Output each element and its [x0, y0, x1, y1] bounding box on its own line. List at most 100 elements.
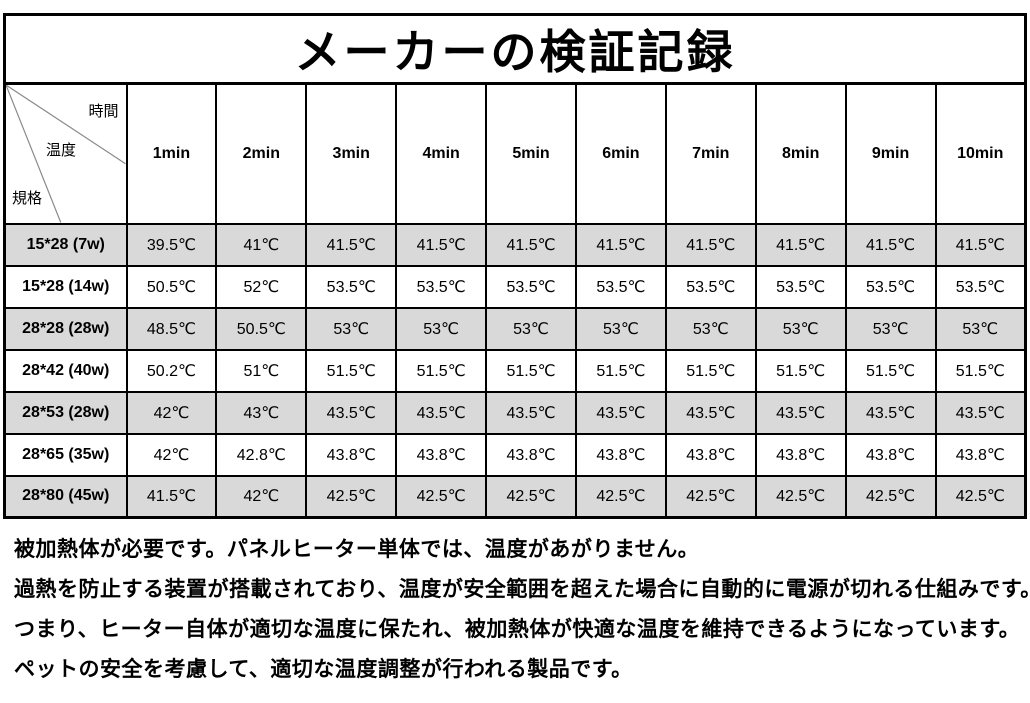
temperature-cell: 41.5℃	[395, 222, 488, 267]
note-line-4: ペットの安全を考慮して、適切な温度調整が行われる製品です。	[14, 658, 633, 681]
temperature-cell: 41.5℃	[125, 474, 218, 519]
corner-header-cell: 時間 温度 規格	[3, 82, 128, 225]
temperature-cell: 50.5℃	[125, 264, 218, 309]
note-line-2: 過熱を防止する装置が搭載されており、温度が安全範囲を超えた場合に自動的に電源が切…	[14, 578, 1030, 601]
temperature-cell: 42.5℃	[485, 474, 577, 519]
row-spec-label: 28*42 (40w)	[3, 348, 128, 393]
column-header-7min: 7min	[664, 82, 757, 225]
notes-block: 被加熱体が必要です。パネルヒーター単体では、温度があがりません。 過熱を防止する…	[14, 530, 1030, 690]
temperature-cell: 53℃	[934, 306, 1027, 351]
temperature-cell: 41.5℃	[574, 222, 667, 267]
temperature-cell: 43.5℃	[664, 390, 757, 435]
page-title: メーカーの検証記録	[3, 13, 1027, 85]
corner-label-spec: 規格	[12, 189, 43, 207]
column-header-10min: 10min	[934, 82, 1027, 225]
table-row: 28*28 (28w) 48.5℃ 50.5℃ 53℃ 53℃ 53℃ 53℃ 53℃ 53℃ 5…	[3, 306, 1027, 351]
temperature-cell: 43.5℃	[754, 390, 847, 435]
row-spec-label: 15*28 (7w)	[3, 222, 128, 267]
table-body: 15*28 (7w) 39.5℃ 41℃ 41.5℃ 41.5℃ 41.5℃ 41.5℃ 41…	[3, 222, 1027, 519]
temperature-cell: 43.5℃	[934, 390, 1027, 435]
table-row: 28*53 (28w) 42℃ 43℃ 43.5℃ 43.5℃ 43.5℃ 43.5℃ 43.…	[3, 390, 1027, 435]
table-row: 15*28 (7w) 39.5℃ 41℃ 41.5℃ 41.5℃ 41.5℃ 41.5℃ 41…	[3, 222, 1027, 267]
temperature-cell: 53.5℃	[485, 264, 577, 309]
temperature-cell: 50.5℃	[215, 306, 308, 351]
row-spec-label: 15*28 (14w)	[3, 264, 128, 309]
temperature-cell: 51.5℃	[395, 348, 488, 393]
column-header-1min: 1min	[125, 82, 218, 225]
column-header-3min: 3min	[305, 82, 398, 225]
temperature-cell: 51.5℃	[664, 348, 757, 393]
temperature-cell: 51.5℃	[305, 348, 398, 393]
title-row: メーカーの検証記録	[3, 13, 1027, 85]
verification-table: メーカーの検証記録 時間 温度 規格 1min 2min 3min 4min 5…	[3, 13, 1027, 519]
temperature-cell: 43.8℃	[664, 432, 757, 477]
temperature-cell: 42℃	[215, 474, 308, 519]
column-header-4min: 4min	[395, 82, 488, 225]
temperature-cell: 42.5℃	[395, 474, 488, 519]
temperature-cell: 51.5℃	[754, 348, 847, 393]
temperature-cell: 53℃	[754, 306, 847, 351]
column-header-2min: 2min	[215, 82, 308, 225]
temperature-cell: 43℃	[215, 390, 308, 435]
note-line-1: 被加熱体が必要です。パネルヒーター単体では、温度があがりません。	[14, 538, 700, 561]
temperature-cell: 43.5℃	[485, 390, 577, 435]
temperature-cell: 51.5℃	[934, 348, 1027, 393]
temperature-cell: 41.5℃	[844, 222, 937, 267]
temperature-cell: 53℃	[574, 306, 667, 351]
temperature-cell: 43.8℃	[305, 432, 398, 477]
temperature-cell: 53.5℃	[305, 264, 398, 309]
table-row: 28*65 (35w) 42℃ 42.8℃ 43.8℃ 43.8℃ 43.8℃ 43.8℃ 4…	[3, 432, 1027, 477]
temperature-cell: 53℃	[664, 306, 757, 351]
temperature-cell: 53.5℃	[934, 264, 1027, 309]
temperature-cell: 53.5℃	[574, 264, 667, 309]
temperature-cell: 53℃	[844, 306, 937, 351]
temperature-cell: 41.5℃	[305, 222, 398, 267]
temperature-cell: 42.5℃	[934, 474, 1027, 519]
temperature-cell: 43.8℃	[485, 432, 577, 477]
temperature-cell: 50.2℃	[125, 348, 218, 393]
temperature-cell: 51.5℃	[574, 348, 667, 393]
diagonal-divider-lines	[6, 85, 126, 223]
table-row: 28*42 (40w) 50.2℃ 51℃ 51.5℃ 51.5℃ 51.5℃ 51.5℃ 5…	[3, 348, 1027, 393]
temperature-cell: 39.5℃	[125, 222, 218, 267]
temperature-cell: 51.5℃	[844, 348, 937, 393]
table-row: 28*80 (45w) 41.5℃ 42℃ 42.5℃ 42.5℃ 42.5℃ 42.5℃ 4…	[3, 474, 1027, 519]
temperature-cell: 43.8℃	[395, 432, 488, 477]
temperature-cell: 53.5℃	[664, 264, 757, 309]
temperature-cell: 42℃	[125, 432, 218, 477]
temperature-cell: 43.8℃	[574, 432, 667, 477]
column-header-6min: 6min	[574, 82, 667, 225]
temperature-cell: 41.5℃	[934, 222, 1027, 267]
row-spec-label: 28*53 (28w)	[3, 390, 128, 435]
corner-label-temperature: 温度	[46, 142, 77, 159]
temperature-cell: 43.5℃	[844, 390, 937, 435]
column-header-9min: 9min	[844, 82, 937, 225]
temperature-cell: 48.5℃	[125, 306, 218, 351]
temperature-cell: 43.8℃	[844, 432, 937, 477]
temperature-cell: 41.5℃	[664, 222, 757, 267]
temperature-cell: 53.5℃	[395, 264, 488, 309]
row-spec-label: 28*28 (28w)	[3, 306, 128, 351]
temperature-cell: 53℃	[395, 306, 488, 351]
note-line-3: つまり、ヒーター自体が適切な温度に保たれ、被加熱体が快適な温度を維持できるように…	[14, 618, 1021, 641]
temperature-cell: 52℃	[215, 264, 308, 309]
column-header-8min: 8min	[754, 82, 847, 225]
temperature-cell: 41.5℃	[485, 222, 577, 267]
temperature-cell: 43.5℃	[305, 390, 398, 435]
temperature-cell: 53.5℃	[754, 264, 847, 309]
temperature-cell: 42.5℃	[664, 474, 757, 519]
temperature-cell: 53℃	[305, 306, 398, 351]
temperature-cell: 41.5℃	[754, 222, 847, 267]
temperature-cell: 51.5℃	[485, 348, 577, 393]
temperature-cell: 42.5℃	[754, 474, 847, 519]
temperature-cell: 42.5℃	[305, 474, 398, 519]
temperature-cell: 53.5℃	[844, 264, 937, 309]
temperature-cell: 43.5℃	[574, 390, 667, 435]
row-spec-label: 28*80 (45w)	[3, 474, 128, 519]
temperature-cell: 41℃	[215, 222, 308, 267]
corner-label-time: 時間	[88, 103, 119, 120]
temperature-cell: 42℃	[125, 390, 218, 435]
temperature-cell: 51℃	[215, 348, 308, 393]
temperature-cell: 42.8℃	[215, 432, 308, 477]
table-row: 15*28 (14w) 50.5℃ 52℃ 53.5℃ 53.5℃ 53.5℃ 53.5℃ 5…	[3, 264, 1027, 309]
